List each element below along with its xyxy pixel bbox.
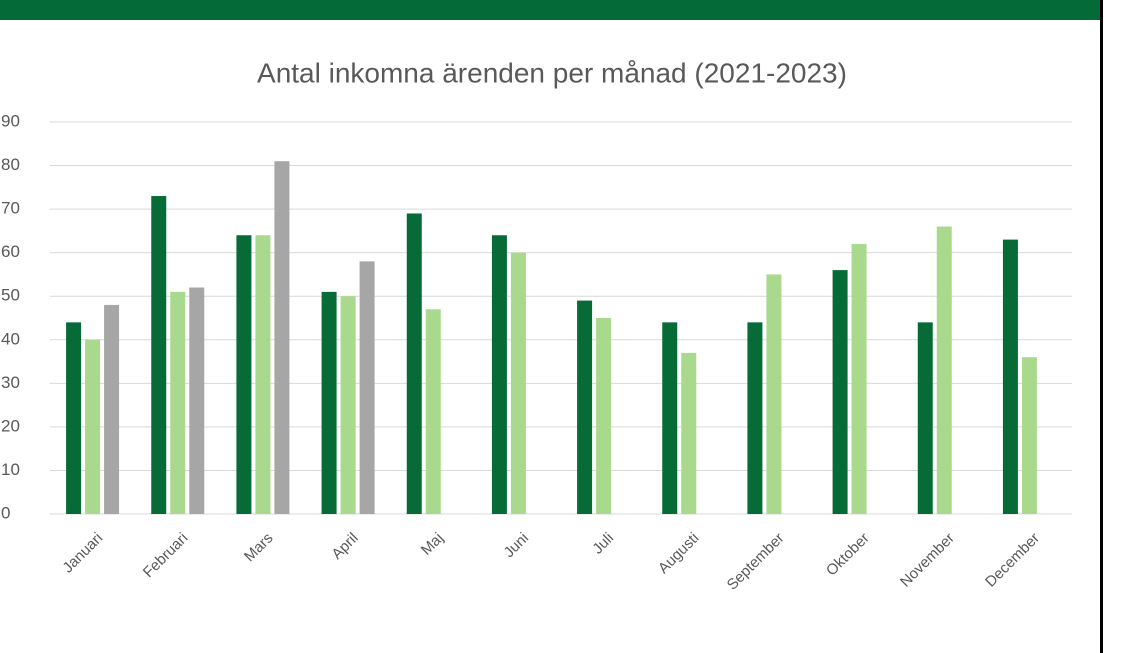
x-tick-label: September — [724, 530, 788, 594]
y-tick-label: 20 — [1, 416, 20, 435]
y-tick-label: 60 — [1, 242, 20, 261]
bar — [1002, 239, 1018, 514]
bar — [662, 322, 678, 514]
y-tick-label: 50 — [1, 286, 20, 305]
y-tick-label: 90 — [1, 111, 20, 130]
bar — [85, 339, 101, 514]
x-tick-label: Maj — [418, 530, 447, 559]
x-tick-label: Februari — [140, 530, 192, 582]
bar — [255, 235, 271, 514]
x-tick-label: November — [897, 530, 958, 591]
bar — [104, 304, 120, 514]
y-tick-label: 30 — [1, 373, 20, 392]
y-tick-label: 0 — [1, 503, 10, 522]
bar — [359, 261, 375, 514]
bar — [340, 296, 356, 514]
y-tick-label: 70 — [1, 199, 20, 218]
x-tick-label: Januari — [59, 530, 106, 577]
right-border — [1100, 0, 1103, 653]
x-tick-label: Mars — [241, 530, 277, 566]
x-tick-label: Juli — [589, 530, 617, 558]
bar — [766, 274, 782, 514]
bar — [1021, 357, 1037, 514]
x-tick-label: Oktober — [823, 530, 873, 580]
x-tick-label: April — [328, 530, 361, 563]
x-tick-label: Augusti — [655, 530, 702, 577]
bar — [577, 300, 593, 514]
bar — [681, 352, 697, 514]
y-tick-label: 40 — [1, 329, 20, 348]
header-bar — [0, 0, 1100, 20]
bar — [406, 213, 422, 514]
bar — [747, 322, 763, 514]
bar — [321, 291, 337, 514]
bar — [917, 322, 933, 514]
bar — [851, 243, 867, 514]
bar — [596, 318, 612, 514]
bar — [425, 309, 441, 514]
bar — [510, 252, 526, 514]
x-tick-label: December — [982, 530, 1043, 591]
bar — [936, 226, 952, 515]
bar — [274, 161, 290, 514]
bar — [189, 287, 205, 514]
bar — [832, 270, 848, 514]
bar — [491, 235, 507, 514]
x-tick-label: Juni — [501, 530, 532, 561]
bar — [66, 322, 82, 514]
bar — [151, 196, 167, 515]
chart-title: Antal inkomna ärenden per månad (2021-20… — [257, 57, 847, 88]
y-tick-label: 10 — [1, 460, 20, 479]
bar — [170, 291, 186, 514]
y-tick-label: 80 — [1, 155, 20, 174]
bar — [236, 235, 252, 514]
